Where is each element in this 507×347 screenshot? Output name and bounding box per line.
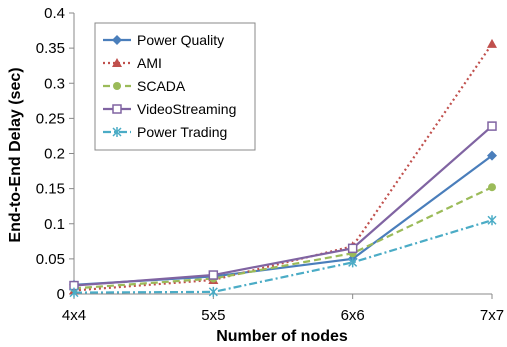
data-point-power-quality [487,150,497,161]
legend-item-scada: SCADA [103,78,186,94]
series-line-scada [73,186,493,290]
x-axis-title: Number of nodes [216,328,348,345]
data-point-scada [488,183,496,192]
legend-marker [113,82,121,90]
legend-item-videostreaming: VideoStreaming [103,101,236,117]
y-tick-label: 0.2 [44,146,65,163]
x-tick-label: 6x6 [341,307,365,324]
legend-item-ami: AMI [103,55,162,71]
y-tick-label: 0.05 [36,251,65,268]
legend-marker [112,127,122,137]
y-tick-label: 0 [57,286,65,303]
x-tick-label: 7x7 [480,307,504,324]
legend-label: VideoStreaming [137,101,236,117]
x-tick-label: 4x4 [62,307,86,324]
data-point-ami [487,38,497,48]
data-point-power-trading [69,287,79,298]
legend-label: AMI [137,55,162,71]
series-line-ami [73,43,493,292]
y-tick-label: 0.35 [36,40,65,57]
legend-item-power-trading: Power Trading [103,124,227,140]
y-tick-label: 0.25 [36,110,65,127]
y-tick-label: 0.3 [44,75,65,92]
series-videostreaming [69,121,497,291]
y-tick-label: 0.1 [44,216,65,233]
data-point-videostreaming [347,243,358,254]
series-line-videostreaming [73,125,493,287]
legend-item-power-quality: Power Quality [103,32,224,48]
legend-label: Power Trading [137,124,227,140]
data-point-power-trading [487,215,497,226]
legend-marker [112,104,122,114]
y-axis-title: End-to-End Delay (sec) [7,67,24,242]
series-layer [69,38,497,298]
legend-label: SCADA [137,78,186,94]
legend-label: Power Quality [137,32,224,48]
legend-marker [112,58,122,67]
data-point-videostreaming [487,121,497,131]
legend-marker [112,35,122,45]
data-point-power-trading [348,257,358,268]
x-tick-label: 5x5 [201,307,225,324]
y-axis-ticks: 0 0.05 0.1 0.15 0.2 0.25 0.3 0.35 0.4 [36,5,74,303]
y-tick-label: 0.4 [44,5,65,22]
legend-box [94,22,256,151]
x-axis-ticks: 4x4 5x5 6x6 7x7 [62,294,504,324]
data-point-videostreaming [208,270,219,280]
series-power-quality [69,150,497,290]
y-tick-label: 0.15 [36,181,65,198]
series-power-trading [69,215,497,298]
data-point-power-trading [208,286,218,297]
series-line-power-trading [73,219,493,294]
legend: Power Quality AMI SCADA VideoStreaming Power… [94,22,256,151]
